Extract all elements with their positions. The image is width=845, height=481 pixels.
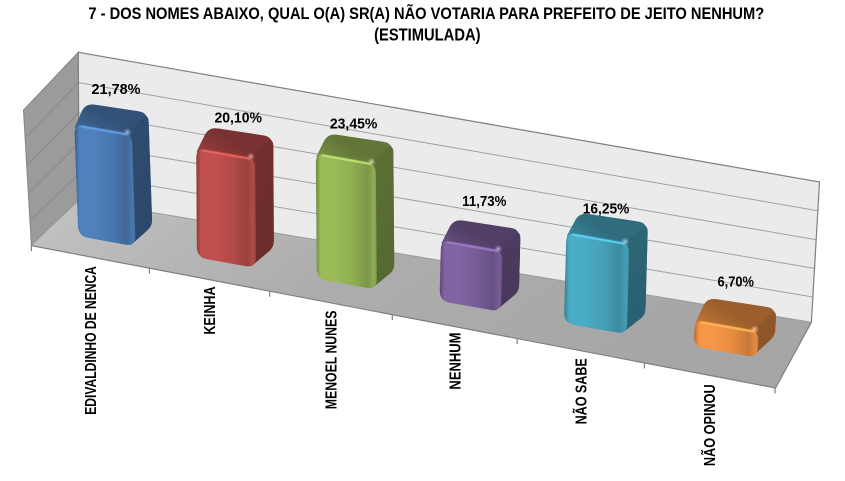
- svg-text:KEINHA: KEINHA: [201, 286, 219, 334]
- svg-text:EDIVALDINHO DE NENCA: EDIVALDINHO DE NENCA: [82, 266, 100, 415]
- svg-text:NENHUM: NENHUM: [447, 333, 464, 390]
- svg-text:6,70%: 6,70%: [717, 274, 753, 290]
- svg-text:20,10%: 20,10%: [214, 110, 262, 126]
- svg-text:7 - DOS NOMES ABAIXO, QUAL O(A: 7 - DOS NOMES ABAIXO, QUAL O(A) SR(A) NÃ…: [88, 2, 764, 23]
- svg-text:21,78%: 21,78%: [92, 82, 141, 98]
- svg-text:(ESTIMULADA): (ESTIMULADA): [374, 25, 480, 44]
- svg-text:23,45%: 23,45%: [330, 116, 378, 132]
- svg-text:NÃO OPINOU: NÃO OPINOU: [700, 384, 720, 466]
- svg-text:16,25%: 16,25%: [583, 201, 630, 217]
- svg-text:NÃO SABE: NÃO SABE: [571, 358, 590, 424]
- svg-text:MENOEL NUNES: MENOEL NUNES: [322, 311, 340, 410]
- svg-text:11,73%: 11,73%: [462, 193, 507, 210]
